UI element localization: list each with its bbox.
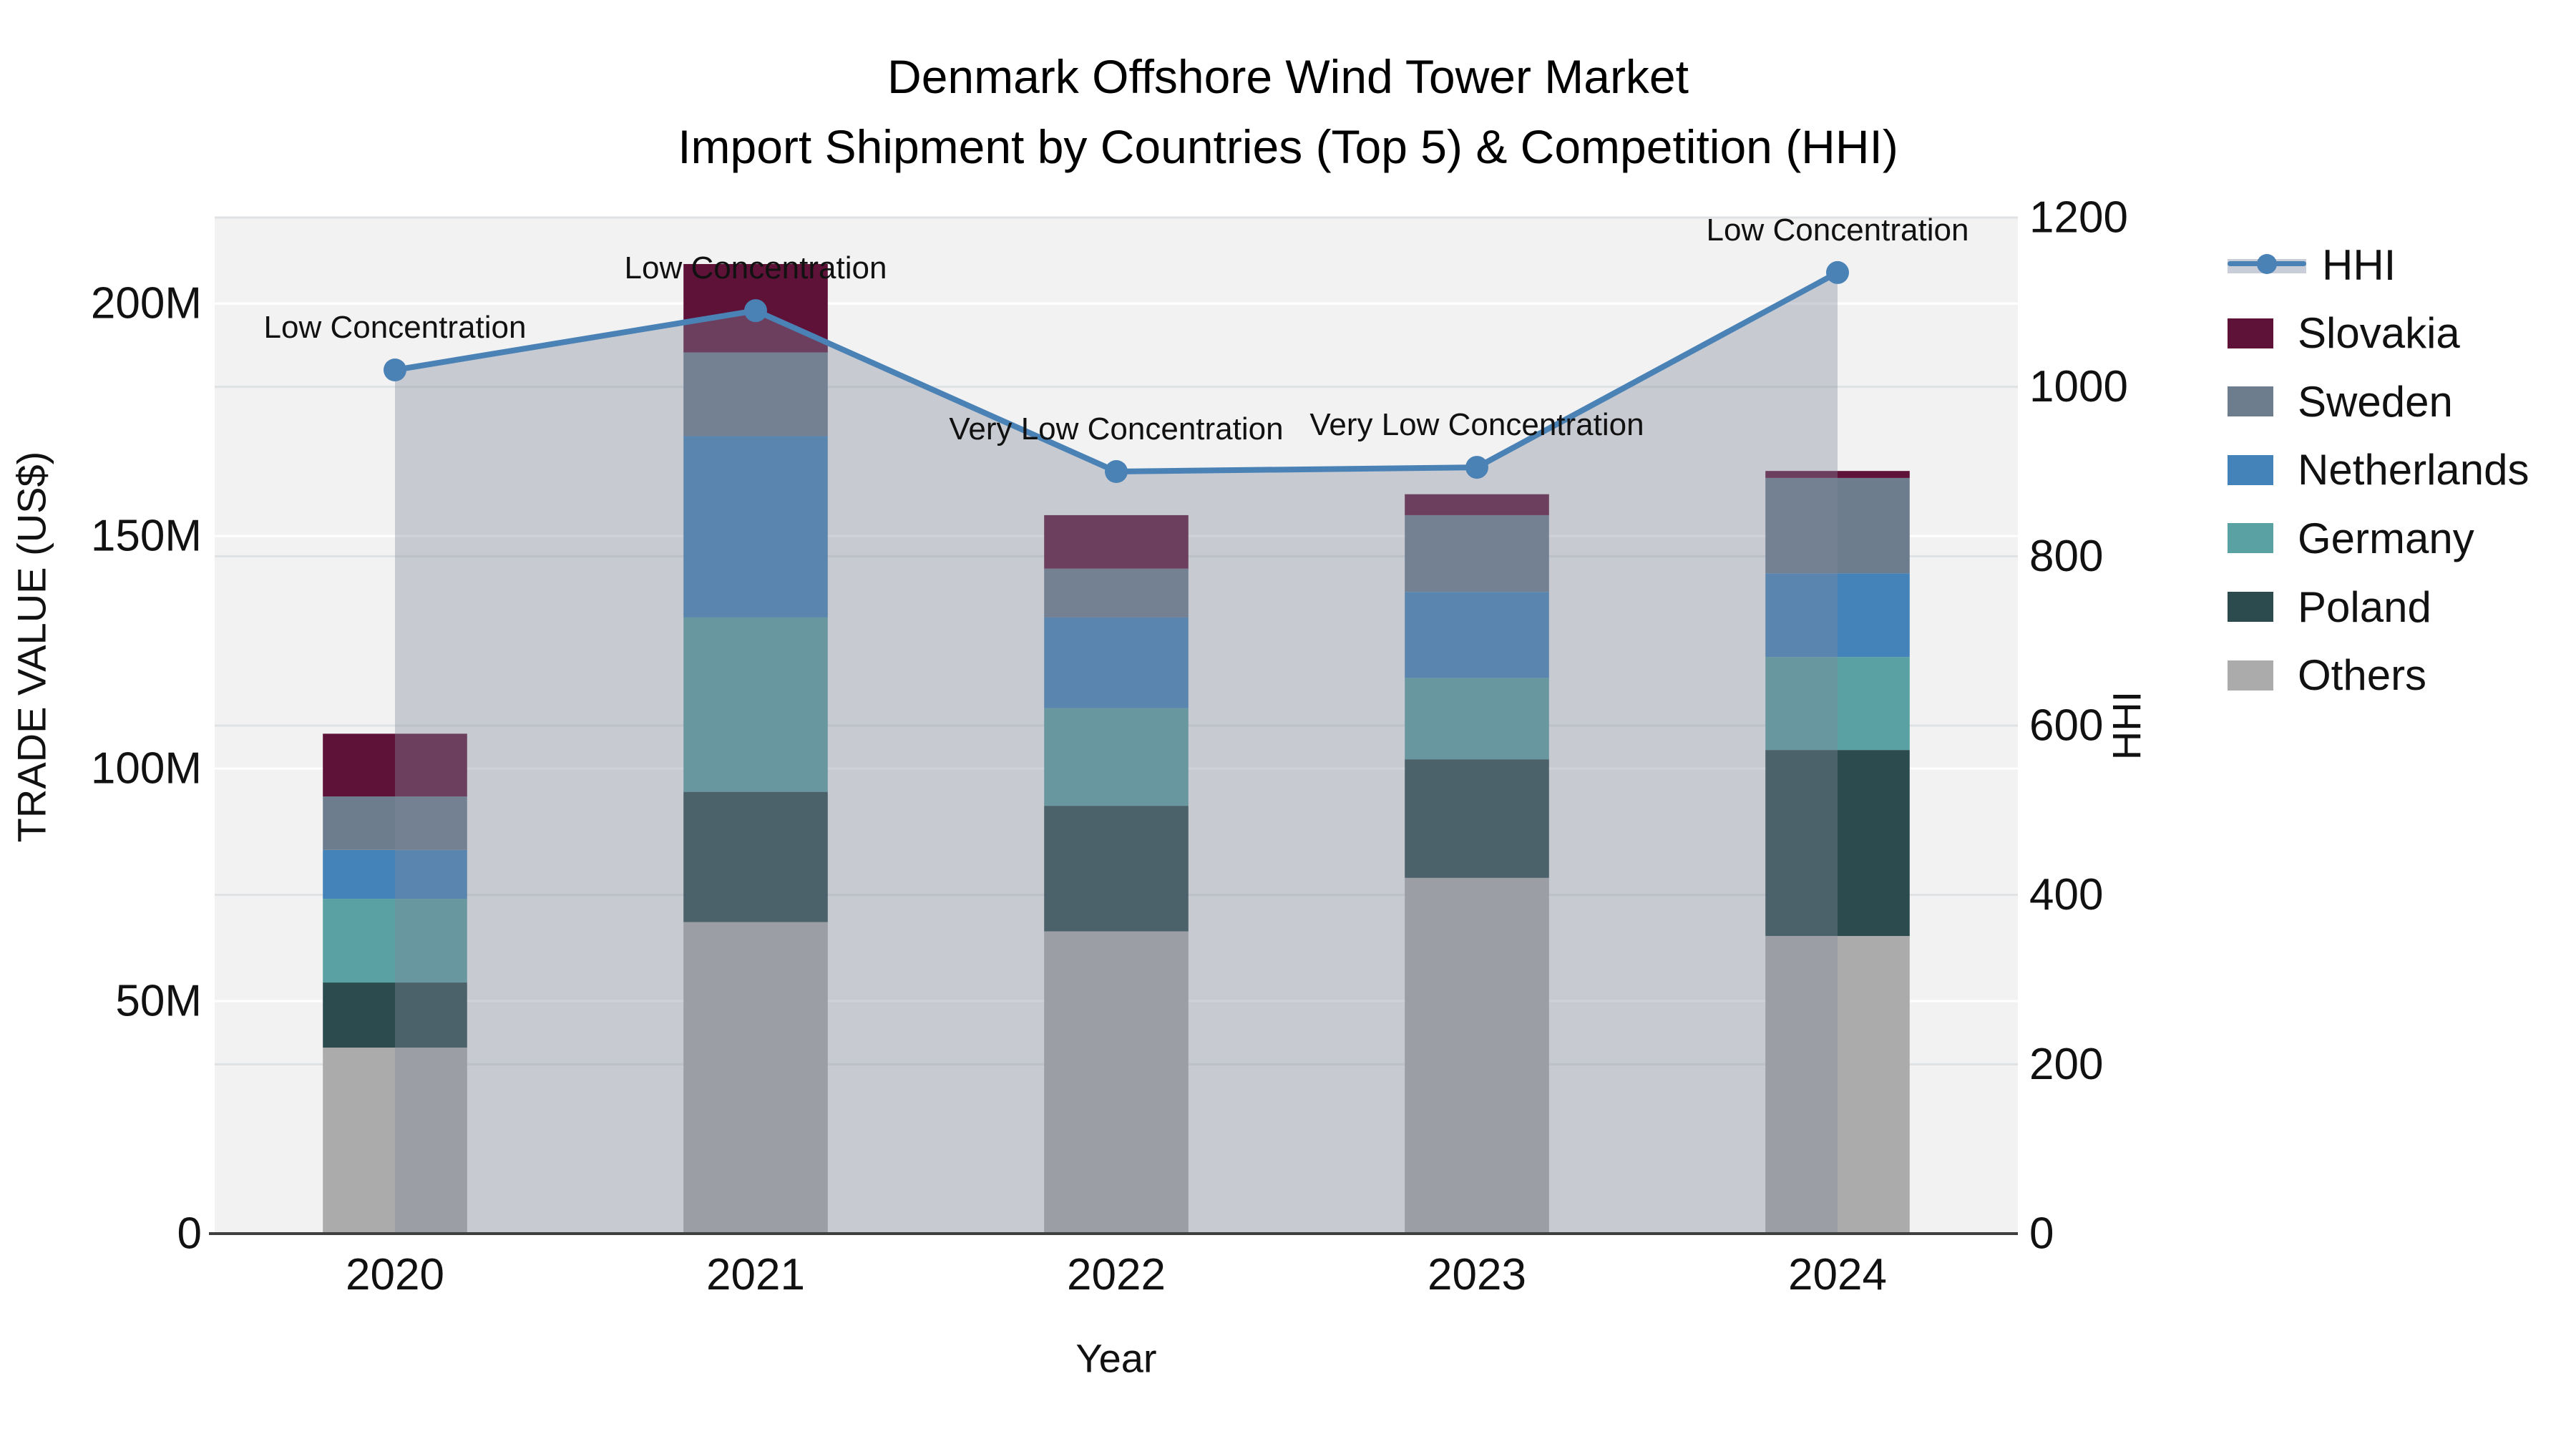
left-axis-title: TRADE VALUE (US$): [9, 452, 54, 843]
legend-swatch-sweden: [2228, 386, 2273, 417]
right-tick-1000: 1000: [2029, 362, 2128, 411]
right-tick-400: 400: [2029, 870, 2103, 919]
left-tick-50M: 50M: [115, 977, 202, 1026]
legend-row-germany[interactable]: Germany: [2228, 514, 2474, 562]
bar-segment-netherlands-2021[interactable]: [683, 436, 828, 618]
bar-segment-netherlands-2020[interactable]: [323, 849, 467, 899]
legend-label-germany: Germany: [2298, 514, 2474, 562]
annotation-2020: Low Concentration: [264, 310, 527, 345]
bar-segment-germany-2021[interactable]: [683, 617, 828, 792]
bar-segment-slovakia-2020[interactable]: [323, 733, 467, 797]
x-tick-2024: 2024: [1788, 1250, 1887, 1299]
bar-segment-others-2024[interactable]: [1765, 936, 1910, 1234]
bar-segment-sweden-2024[interactable]: [1765, 477, 1910, 574]
legend-label-slovakia: Slovakia: [2298, 309, 2460, 358]
chart-title-line2: Import Shipment by Countries (Top 5) & C…: [678, 120, 1898, 173]
bar-segment-sweden-2022[interactable]: [1044, 568, 1189, 618]
legend-row-poland[interactable]: Poland: [2228, 582, 2431, 631]
bar-segment-netherlands-2023[interactable]: [1405, 592, 1549, 678]
legend-row-slovakia[interactable]: Slovakia: [2228, 309, 2460, 358]
x-tick-2021: 2021: [706, 1250, 805, 1299]
legend-swatch-others: [2228, 660, 2273, 691]
left-tick-100M: 100M: [91, 744, 202, 794]
legend-swatch-netherlands: [2228, 454, 2273, 485]
legend-swatch-germany: [2228, 523, 2273, 554]
hhi-marker-2023[interactable]: [1465, 456, 1488, 479]
bar-segment-poland-2021[interactable]: [683, 791, 828, 922]
hhi-marker-2021[interactable]: [744, 299, 767, 323]
bar-segment-germany-2020[interactable]: [323, 899, 467, 983]
legend-row-sweden[interactable]: Sweden: [2228, 377, 2453, 426]
legend-label-netherlands: Netherlands: [2298, 446, 2529, 494]
annotation-2023: Very Low Concentration: [1309, 407, 1644, 442]
right-tick-600: 600: [2029, 701, 2103, 751]
hhi-marker-2020[interactable]: [384, 358, 406, 381]
hhi-marker-2022[interactable]: [1105, 460, 1128, 483]
x-axis-title: Year: [1075, 1336, 1156, 1381]
chart-title-line1: Denmark Offshore Wind Tower Market: [887, 50, 1689, 103]
x-tick-2020: 2020: [346, 1250, 444, 1299]
x-tick-2023: 2023: [1428, 1250, 1526, 1299]
left-tick-150M: 150M: [91, 512, 202, 561]
bar-segment-germany-2023[interactable]: [1405, 678, 1549, 760]
hhi-marker-2024[interactable]: [1826, 260, 1849, 284]
right-tick-1200: 1200: [2029, 193, 2128, 243]
legend-swatch-poland: [2228, 592, 2273, 622]
legend-label-others: Others: [2298, 651, 2427, 700]
bar-segment-sweden-2020[interactable]: [323, 796, 467, 850]
bar-segment-germany-2022[interactable]: [1044, 708, 1189, 806]
hhi-area-fill: [395, 272, 1838, 1234]
legend-hhi-marker-dot: [2257, 254, 2277, 274]
legend-row-others[interactable]: Others: [2228, 651, 2427, 700]
bar-segment-poland-2020[interactable]: [323, 982, 467, 1048]
bar-segment-poland-2023[interactable]: [1405, 759, 1549, 878]
left-tick-200M: 200M: [91, 279, 202, 328]
left-tick-0: 0: [177, 1209, 202, 1259]
annotation-2021: Low Concentration: [625, 250, 887, 286]
legend-label-sweden: Sweden: [2298, 377, 2453, 426]
bar-segment-others-2023[interactable]: [1405, 877, 1549, 1234]
right-axis-title: HHI: [2104, 691, 2150, 760]
bar-segment-others-2020[interactable]: [323, 1048, 467, 1234]
legend-label-hhi: HHI: [2322, 240, 2396, 289]
right-tick-200: 200: [2029, 1040, 2103, 1089]
bar-segment-sweden-2023[interactable]: [1405, 514, 1549, 592]
chart-title: Denmark Offshore Wind Tower Market Impor…: [0, 42, 2576, 182]
annotation-2024: Low Concentration: [1707, 213, 1969, 248]
legend-label-poland: Poland: [2298, 582, 2431, 631]
bar-segment-poland-2024[interactable]: [1765, 750, 1910, 937]
bar-segment-netherlands-2022[interactable]: [1044, 617, 1189, 708]
bar-segment-germany-2024[interactable]: [1765, 657, 1910, 751]
bar-segment-others-2022[interactable]: [1044, 931, 1189, 1234]
bar-segment-slovakia-2024[interactable]: [1765, 471, 1910, 478]
legend-swatch-slovakia: [2228, 318, 2273, 348]
x-tick-2022: 2022: [1067, 1250, 1166, 1299]
bar-segment-poland-2022[interactable]: [1044, 806, 1189, 932]
right-tick-800: 800: [2029, 532, 2103, 581]
bar-segment-others-2021[interactable]: [683, 922, 828, 1234]
legend-row-netherlands[interactable]: Netherlands: [2228, 446, 2529, 494]
bar-segment-sweden-2021[interactable]: [683, 352, 828, 436]
legend-line-sample-icon: [2228, 253, 2306, 277]
bar-segment-slovakia-2023[interactable]: [1405, 494, 1549, 515]
legend-row-hhi[interactable]: HHI: [2228, 240, 2396, 289]
annotation-2022: Very Low Concentration: [949, 411, 1283, 447]
right-tick-0: 0: [2029, 1209, 2054, 1259]
bar-segment-slovakia-2022[interactable]: [1044, 514, 1189, 569]
bar-segment-netherlands-2024[interactable]: [1765, 573, 1910, 658]
